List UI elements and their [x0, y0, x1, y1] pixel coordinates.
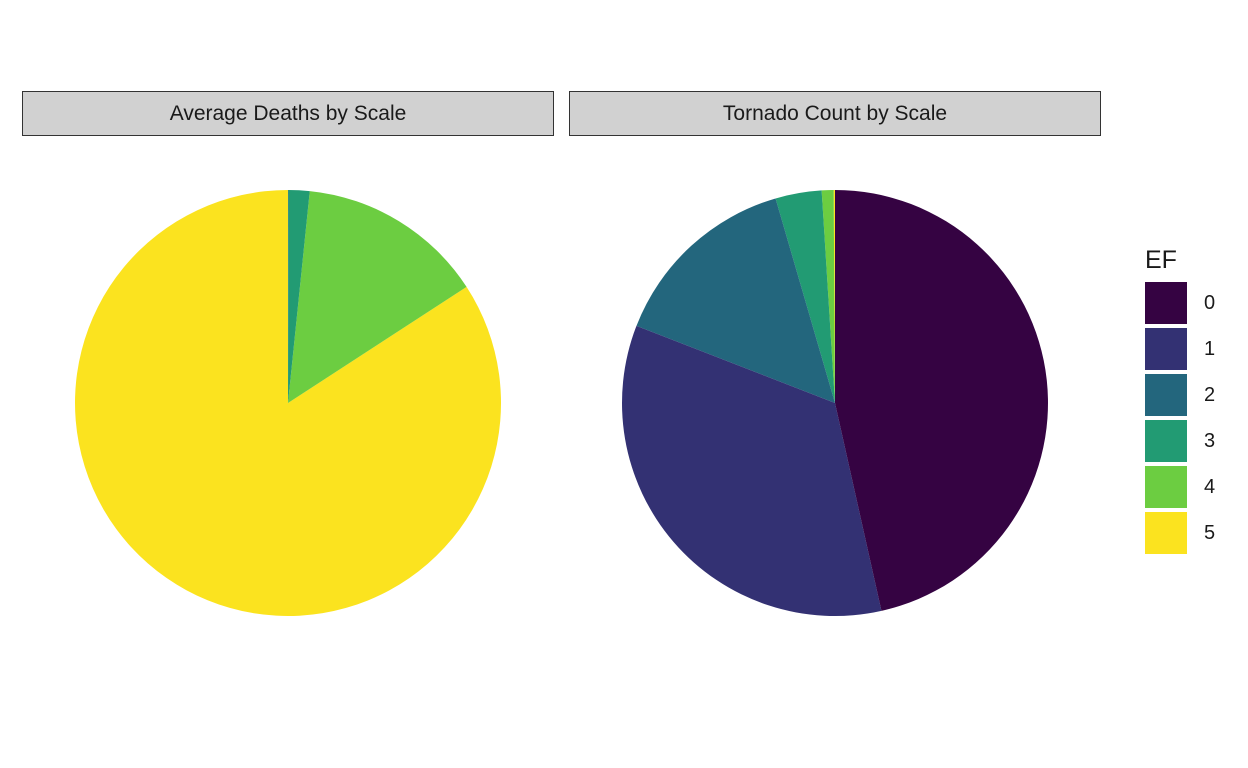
pie-slice-ef-1: [622, 325, 882, 616]
legend-swatch: [1145, 512, 1187, 554]
facet-title: Average Deaths by Scale: [169, 101, 407, 125]
legend-title: EF: [1145, 246, 1177, 274]
legend-item: 0: [1145, 280, 1215, 326]
legend-item: 3: [1145, 418, 1215, 464]
pie-slice-ef-4: [288, 191, 467, 403]
legend-item: 5: [1145, 510, 1215, 556]
legend: EF 0 1 2 3 4 5: [1145, 244, 1215, 556]
legend-label: 5: [1204, 521, 1216, 544]
legend-label: 3: [1204, 429, 1216, 452]
legend-item: 1: [1145, 326, 1215, 372]
facet-title: Tornado Count by Scale: [722, 101, 948, 125]
legend-item: 4: [1145, 464, 1215, 510]
pie-slice-ef-4: [821, 190, 835, 403]
legend-label: 0: [1204, 291, 1216, 314]
pie-slice-ef-0: [835, 190, 1048, 611]
legend-label: 2: [1204, 383, 1216, 406]
legend-swatch: [1145, 328, 1187, 370]
facet-strip-average-deaths: Average Deaths by Scale: [22, 91, 554, 136]
pie-slice-ef-3: [775, 190, 835, 403]
legend-label: 4: [1204, 475, 1216, 498]
legend-label: 1: [1204, 337, 1216, 360]
tornado-count-pie: [622, 189, 1048, 616]
facet-strip-tornado-count: Tornado Count by Scale: [569, 91, 1101, 136]
legend-swatch: [1145, 420, 1187, 462]
average-deaths-pie: [75, 189, 502, 616]
pie-slice-ef-3: [288, 190, 310, 403]
pie-slice-ef-2: [636, 198, 835, 403]
legend-item: 2: [1145, 372, 1215, 418]
legend-swatch: [1145, 282, 1187, 324]
pie-slice-ef-5: [75, 190, 502, 616]
legend-swatch: [1145, 466, 1187, 508]
legend-swatch: [1145, 374, 1187, 416]
